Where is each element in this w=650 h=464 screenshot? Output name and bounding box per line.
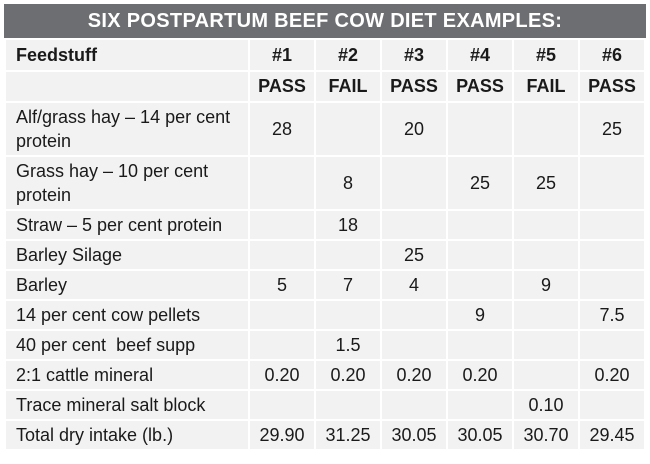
table-row: 14 per cent cow pellets 9 7.5 bbox=[4, 299, 646, 331]
value-cell bbox=[314, 101, 382, 157]
value-cell bbox=[578, 209, 646, 241]
total-cell: 29.45 bbox=[578, 419, 646, 451]
feedstuff-cell: Total dry intake (lb.) bbox=[4, 419, 250, 451]
value-cell bbox=[512, 239, 580, 271]
value-cell: 1.5 bbox=[314, 329, 382, 361]
table-title: SIX POSTPARTUM BEEF COW DIET EXAMPLES: bbox=[4, 4, 646, 38]
value-cell: 0.20 bbox=[248, 359, 316, 391]
value-cell bbox=[380, 155, 448, 211]
result-status: PASS bbox=[446, 70, 514, 103]
value-cell bbox=[512, 329, 580, 361]
value-cell: 28 bbox=[248, 101, 316, 157]
feedstuff-cell: Trace mineral salt block bbox=[4, 389, 250, 421]
table-row: 2:1 cattle mineral 0.20 0.20 0.20 0.20 0… bbox=[4, 359, 646, 391]
value-cell bbox=[248, 389, 316, 421]
value-cell bbox=[512, 299, 580, 331]
value-cell bbox=[578, 329, 646, 361]
value-cell bbox=[446, 329, 514, 361]
value-cell bbox=[512, 101, 580, 157]
value-cell bbox=[314, 389, 382, 421]
table-row: Trace mineral salt block 0.10 bbox=[4, 389, 646, 421]
value-cell bbox=[446, 209, 514, 241]
feedstuff-cell: 14 per cent cow pellets bbox=[4, 299, 250, 331]
value-cell bbox=[578, 389, 646, 421]
diet-number-header: #6 bbox=[578, 38, 646, 72]
result-status: FAIL bbox=[314, 70, 382, 103]
result-status: PASS bbox=[248, 70, 316, 103]
value-cell bbox=[578, 155, 646, 211]
value-cell: 18 bbox=[314, 209, 382, 241]
value-cell bbox=[512, 359, 580, 391]
feedstuff-cell: Straw – 5 per cent protein bbox=[4, 209, 250, 241]
value-cell: 0.10 bbox=[512, 389, 580, 421]
table-row: Barley Silage 25 bbox=[4, 239, 646, 271]
feedstuff-cell: Barley bbox=[4, 269, 250, 301]
value-cell: 7.5 bbox=[578, 299, 646, 331]
value-cell: 25 bbox=[512, 155, 580, 211]
feedstuff-cell: Alf/grass hay – 14 per cent protein bbox=[4, 101, 250, 157]
feedstuff-cell: Barley Silage bbox=[4, 239, 250, 271]
table-row-total: Total dry intake (lb.) 29.90 31.25 30.05… bbox=[4, 419, 646, 451]
diet-number-header: #2 bbox=[314, 38, 382, 72]
header-row-results: PASS FAIL PASS PASS FAIL PASS bbox=[4, 70, 646, 103]
value-cell bbox=[248, 239, 316, 271]
value-cell bbox=[380, 299, 448, 331]
value-cell bbox=[578, 269, 646, 301]
value-cell: 9 bbox=[512, 269, 580, 301]
value-cell: 0.20 bbox=[578, 359, 646, 391]
value-cell bbox=[446, 239, 514, 271]
value-cell: 25 bbox=[578, 101, 646, 157]
table-row: Straw – 5 per cent protein 18 bbox=[4, 209, 646, 241]
value-cell bbox=[446, 389, 514, 421]
value-cell bbox=[314, 239, 382, 271]
feedstuff-cell: Grass hay – 10 per cent protein bbox=[4, 155, 250, 211]
total-cell: 30.05 bbox=[380, 419, 448, 451]
value-cell bbox=[380, 389, 448, 421]
total-cell: 31.25 bbox=[314, 419, 382, 451]
value-cell bbox=[446, 101, 514, 157]
diet-table-frame: SIX POSTPARTUM BEEF COW DIET EXAMPLES: F… bbox=[4, 4, 646, 460]
value-cell bbox=[314, 299, 382, 331]
value-cell: 0.20 bbox=[314, 359, 382, 391]
result-status: PASS bbox=[380, 70, 448, 103]
diet-table: Feedstuff #1 #2 #3 #4 #5 #6 PASS FAIL PA… bbox=[4, 38, 646, 451]
value-cell bbox=[248, 299, 316, 331]
total-cell: 30.70 bbox=[512, 419, 580, 451]
diet-number-header: #5 bbox=[512, 38, 580, 72]
value-cell: 7 bbox=[314, 269, 382, 301]
value-cell: 9 bbox=[446, 299, 514, 331]
value-cell bbox=[380, 329, 448, 361]
value-cell: 0.20 bbox=[446, 359, 514, 391]
value-cell: 25 bbox=[380, 239, 448, 271]
table-row: 40 per cent beef supp 1.5 bbox=[4, 329, 646, 361]
table-row: Barley 5 7 4 9 bbox=[4, 269, 646, 301]
value-cell: 20 bbox=[380, 101, 448, 157]
value-cell: 25 bbox=[446, 155, 514, 211]
feedstuff-cell: 2:1 cattle mineral bbox=[4, 359, 250, 391]
header-row-diets: Feedstuff #1 #2 #3 #4 #5 #6 bbox=[4, 38, 646, 72]
value-cell bbox=[248, 329, 316, 361]
diet-number-header: #1 bbox=[248, 38, 316, 72]
table-row: Grass hay – 10 per cent protein 8 25 25 bbox=[4, 155, 646, 211]
value-cell bbox=[380, 209, 448, 241]
empty-header-cell bbox=[4, 70, 250, 103]
feedstuff-cell: 40 per cent beef supp bbox=[4, 329, 250, 361]
value-cell: 5 bbox=[248, 269, 316, 301]
table-row: Alf/grass hay – 14 per cent protein 28 2… bbox=[4, 101, 646, 157]
total-cell: 30.05 bbox=[446, 419, 514, 451]
diet-number-header: #4 bbox=[446, 38, 514, 72]
result-status: FAIL bbox=[512, 70, 580, 103]
value-cell bbox=[446, 269, 514, 301]
value-cell: 4 bbox=[380, 269, 448, 301]
value-cell: 0.20 bbox=[380, 359, 448, 391]
diet-number-header: #3 bbox=[380, 38, 448, 72]
value-cell bbox=[578, 239, 646, 271]
value-cell bbox=[248, 155, 316, 211]
result-status: PASS bbox=[578, 70, 646, 103]
value-cell bbox=[512, 209, 580, 241]
value-cell: 8 bbox=[314, 155, 382, 211]
value-cell bbox=[248, 209, 316, 241]
feedstuff-header: Feedstuff bbox=[4, 38, 250, 72]
total-cell: 29.90 bbox=[248, 419, 316, 451]
